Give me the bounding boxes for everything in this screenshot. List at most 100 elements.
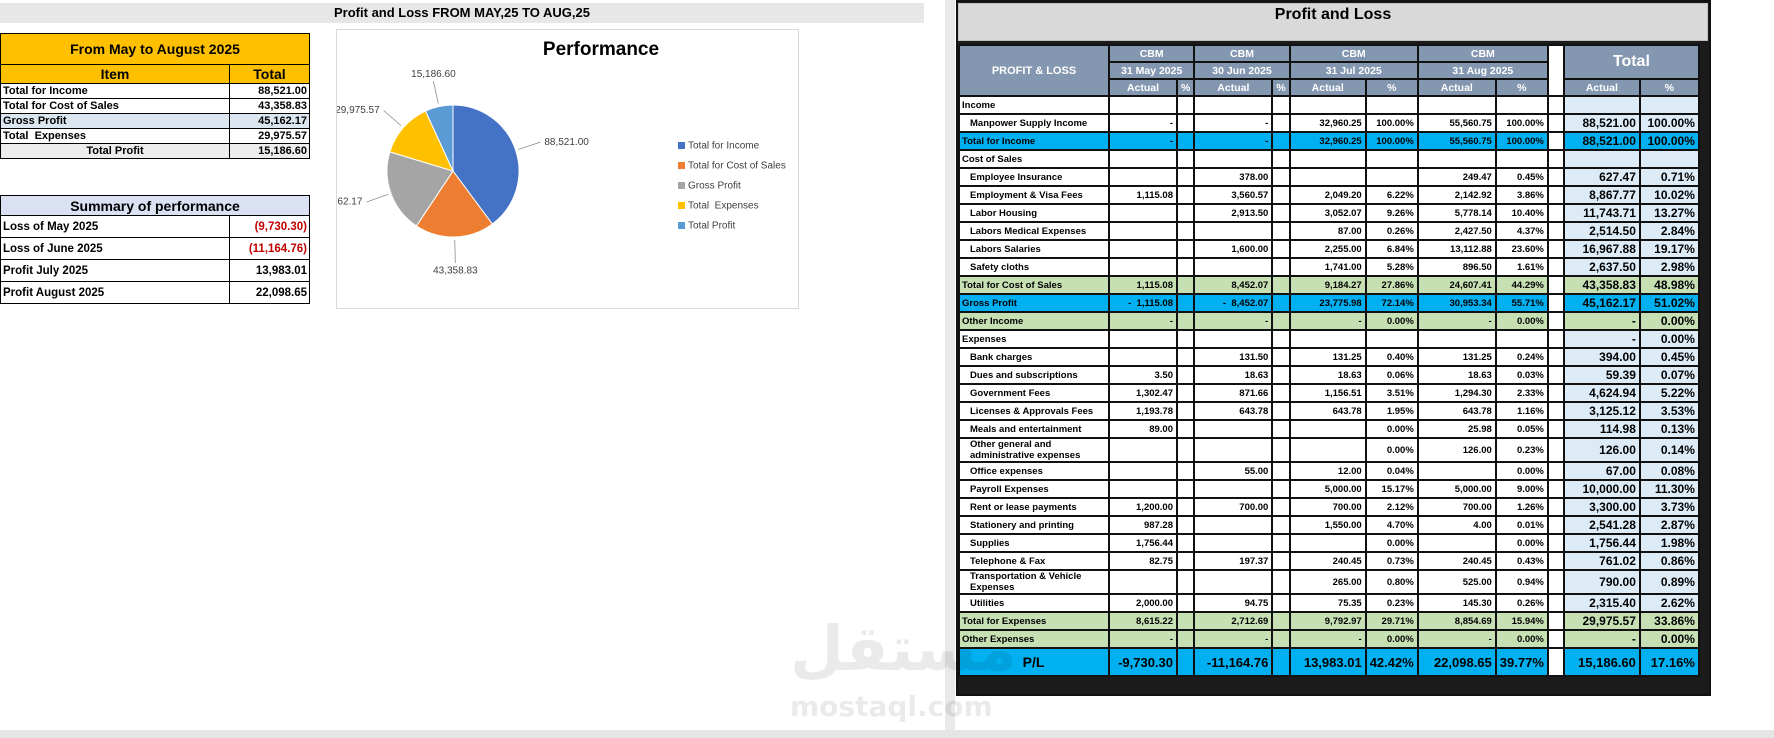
percent-cell: 0.26% bbox=[1366, 223, 1417, 239]
pl-table: PROFIT & LOSS CBM CBM CBM CBM Total 31 May 202… bbox=[958, 44, 1700, 677]
percent-cell: 0.00% bbox=[1366, 421, 1417, 437]
performance-row: Loss of June 2025 (11,164.76) bbox=[0, 237, 311, 260]
percent-cell: 27.86% bbox=[1366, 277, 1417, 293]
percent-cell: 55.71% bbox=[1496, 295, 1547, 311]
pl-row: Other Expenses - - -0.00% -0.00% -0.00% bbox=[960, 631, 1698, 647]
amount-cell: 197.37 bbox=[1195, 553, 1272, 569]
amount-cell: - bbox=[1290, 313, 1365, 329]
date-header: 30 Jun 2025 bbox=[1195, 63, 1289, 78]
pie-slice bbox=[389, 110, 454, 172]
percent-cell bbox=[1273, 277, 1289, 293]
amount-cell: 265.00 bbox=[1290, 571, 1365, 593]
percent-cell bbox=[1273, 169, 1289, 185]
pl-row: Dues and subscriptions 3.50 18.63 18.63 0.06… bbox=[960, 367, 1698, 383]
pl-row: Office expenses 55.00 12.00 0.04% 0.00% 67.00… bbox=[960, 463, 1698, 479]
amount-cell bbox=[1290, 421, 1365, 437]
amount-cell: 700.00 bbox=[1195, 499, 1272, 515]
percent-cell: 0.03% bbox=[1496, 367, 1547, 383]
percent-cell: 39.77% bbox=[1496, 649, 1547, 675]
row-label: Manpower Supply Income bbox=[960, 115, 1108, 131]
percent-cell bbox=[1178, 517, 1194, 533]
pie-slice bbox=[424, 104, 454, 172]
amount-cell: 2,000.00 bbox=[1110, 595, 1176, 611]
amount-cell: 643.78 bbox=[1290, 403, 1365, 419]
amount-cell: - bbox=[1290, 631, 1365, 647]
amount-cell: 2,514.50 bbox=[1564, 223, 1639, 239]
row-label: Meals and entertainment bbox=[960, 421, 1108, 437]
amount-cell bbox=[1195, 439, 1272, 461]
row-label: Rent or lease payments bbox=[960, 499, 1108, 515]
gap bbox=[1548, 349, 1563, 365]
header-row: PROFIT & LOSS CBM CBM CBM CBM Total bbox=[960, 46, 1698, 95]
percent-cell bbox=[1273, 403, 1289, 419]
amount-cell bbox=[1195, 535, 1272, 551]
amount-cell: 2,541.28 bbox=[1564, 517, 1639, 533]
amount-cell: - bbox=[1564, 331, 1639, 347]
leader-line bbox=[518, 141, 541, 150]
pl-row: Labors Salaries 1,600.00 2,255.00 6.84% 13,1… bbox=[960, 241, 1698, 257]
amount-cell bbox=[1290, 439, 1365, 461]
row-label: Expenses bbox=[960, 331, 1108, 347]
amount-cell: 8,867.77 bbox=[1564, 187, 1639, 203]
column-header: Item bbox=[0, 64, 230, 84]
percent-cell bbox=[1178, 481, 1194, 497]
percent-cell: 0.04% bbox=[1366, 463, 1417, 479]
percent-cell: 48.98% bbox=[1640, 277, 1698, 293]
item: Total Profit bbox=[0, 143, 230, 159]
percent-cell: 17.16% bbox=[1640, 649, 1698, 675]
percent-cell: 0.14% bbox=[1640, 439, 1698, 461]
percent-cell: 0.06% bbox=[1366, 367, 1417, 383]
amount-cell: 2,049.20 bbox=[1290, 187, 1365, 203]
amount-cell bbox=[1195, 421, 1272, 437]
gap bbox=[1548, 421, 1563, 437]
amount-cell: 131.50 bbox=[1195, 349, 1272, 365]
item: Profit August 2025 bbox=[0, 281, 230, 304]
entity-header: CBM bbox=[1110, 46, 1194, 61]
amount-cell: 240.45 bbox=[1418, 553, 1495, 569]
bottom-strip bbox=[0, 730, 1774, 738]
gap bbox=[1548, 649, 1563, 675]
percent-cell bbox=[1178, 367, 1194, 383]
gap bbox=[1548, 403, 1563, 419]
pct-header: % bbox=[1640, 80, 1698, 95]
amount-cell: 3.50 bbox=[1110, 367, 1176, 383]
total-header: Total bbox=[1564, 46, 1698, 78]
performance-header: Summary of performance bbox=[0, 195, 311, 216]
amount-cell: 55.00 bbox=[1195, 463, 1272, 479]
amount-cell bbox=[1195, 151, 1272, 167]
amount: 22,098.65 bbox=[228, 281, 311, 304]
amount-cell: 3,560.57 bbox=[1195, 187, 1272, 203]
amount-cell: 32,960.25 bbox=[1290, 115, 1365, 131]
amount-cell: 88,521.00 bbox=[1564, 115, 1639, 131]
actual-header: Actual bbox=[1110, 80, 1176, 95]
pl-row: Labor Housing 2,913.50 3,052.07 9.26% 5,778.… bbox=[960, 205, 1698, 221]
amount-cell: 32,960.25 bbox=[1290, 133, 1365, 149]
amount-cell bbox=[1110, 571, 1176, 593]
amount-cell bbox=[1418, 331, 1495, 347]
percent-cell bbox=[1273, 187, 1289, 203]
amount-cell bbox=[1418, 151, 1495, 167]
amount-cell: - bbox=[1418, 631, 1495, 647]
percent-cell: 0.05% bbox=[1496, 421, 1547, 437]
entity-header: CBM bbox=[1195, 46, 1289, 61]
item: Total Expenses bbox=[0, 128, 230, 144]
legend-swatch bbox=[678, 162, 685, 169]
percent-cell: 2.33% bbox=[1496, 385, 1547, 401]
item: Profit July 2025 bbox=[0, 259, 230, 282]
amount-cell: 45,162.17 bbox=[1564, 295, 1639, 311]
percent-cell bbox=[1178, 649, 1194, 675]
amount-cell: 24,607.41 bbox=[1418, 277, 1495, 293]
amount-cell bbox=[1418, 463, 1495, 479]
pl-row: Cost of Sales bbox=[960, 151, 1698, 167]
percent-cell: 0.00% bbox=[1640, 313, 1698, 329]
percent-cell: 1.26% bbox=[1496, 499, 1547, 515]
percent-cell bbox=[1273, 649, 1289, 675]
percent-cell: 0.40% bbox=[1366, 349, 1417, 365]
percent-cell bbox=[1273, 295, 1289, 311]
percent-cell bbox=[1273, 553, 1289, 569]
amount-cell: 2,315.40 bbox=[1564, 595, 1639, 611]
gap bbox=[1548, 46, 1563, 95]
amount-cell: 525.00 bbox=[1418, 571, 1495, 593]
gap bbox=[1548, 331, 1563, 347]
row-label: Income bbox=[960, 97, 1108, 113]
